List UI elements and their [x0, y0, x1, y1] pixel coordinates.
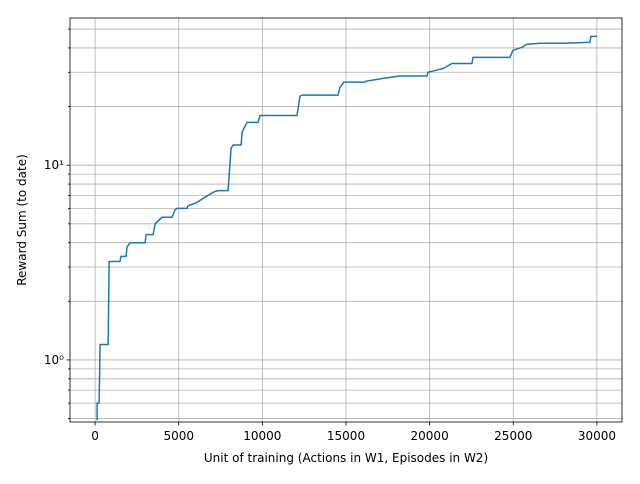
x-tick-label: 15000 — [327, 429, 365, 443]
y-tick-label: 10¹ — [44, 158, 64, 172]
data-line — [96, 35, 597, 421]
x-axis-label: Unit of training (Actions in W1, Episode… — [204, 451, 488, 465]
x-tick-label: 30000 — [578, 429, 616, 443]
x-tick-label: 10000 — [243, 429, 281, 443]
x-tick-label: 0 — [91, 429, 99, 443]
grid — [70, 18, 622, 422]
plot — [96, 35, 597, 421]
x-tick-label: 5000 — [163, 429, 194, 443]
y-axis-label: Reward Sum (to date) — [15, 154, 29, 286]
x-tick-label: 20000 — [411, 429, 449, 443]
x-tick-label: 25000 — [494, 429, 532, 443]
y-tick-label: 10⁰ — [44, 353, 64, 367]
